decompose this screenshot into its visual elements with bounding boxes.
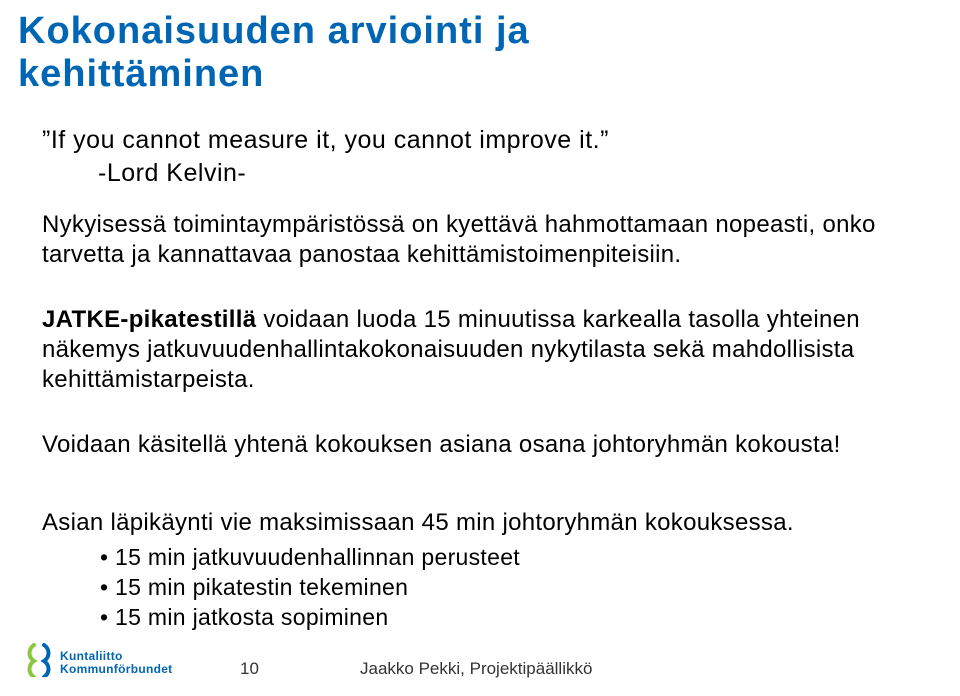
footer: Kuntaliitto Kommunförbundet 10 Jaakko Pe…	[0, 642, 960, 682]
footer-author: Jaakko Pekki, Projektipäällikkö	[360, 659, 592, 679]
body-paragraph-1: Nykyisessä toimintaympäristössä on kyett…	[42, 210, 900, 270]
logo-text-line-2: Kommunförbundet	[60, 663, 172, 676]
title-line-2: kehittäminen	[18, 53, 264, 95]
body-paragraph-3: Voidaan käsitellä yhtenä kokouksen asian…	[42, 430, 900, 460]
logo-text: Kuntaliitto Kommunförbundet	[60, 650, 172, 675]
list-item: 15 min jatkuvuudenhallinnan perusteet	[100, 543, 520, 573]
slide: Kokonaisuuden arviointi ja kehittäminen …	[0, 0, 960, 696]
list-item: 15 min jatkosta sopiminen	[100, 603, 520, 633]
quote-line-2: -Lord Kelvin-	[42, 157, 900, 190]
list-item: 15 min pikatestin tekeminen	[100, 573, 520, 603]
title-line-1: Kokonaisuuden arviointi ja	[18, 10, 530, 52]
quote-block: ”If you cannot measure it, you cannot im…	[42, 124, 900, 189]
body2-bold: JATKE-pikatestillä	[42, 306, 256, 333]
body-paragraph-2: JATKE-pikatestillä voidaan luoda 15 minu…	[42, 305, 900, 395]
slide-title: Kokonaisuuden arviointi ja kehittäminen	[18, 10, 930, 95]
logo-text-line-1: Kuntaliitto	[60, 650, 172, 663]
body-paragraph-4: Asian läpikäynti vie maksimissaan 45 min…	[42, 508, 900, 538]
logo-icon	[24, 643, 54, 682]
page-number: 10	[240, 659, 259, 679]
quote-line-1: ”If you cannot measure it, you cannot im…	[42, 126, 609, 154]
logo: Kuntaliitto Kommunförbundet	[24, 643, 172, 682]
bullet-list: 15 min jatkuvuudenhallinnan perusteet 15…	[100, 543, 520, 633]
